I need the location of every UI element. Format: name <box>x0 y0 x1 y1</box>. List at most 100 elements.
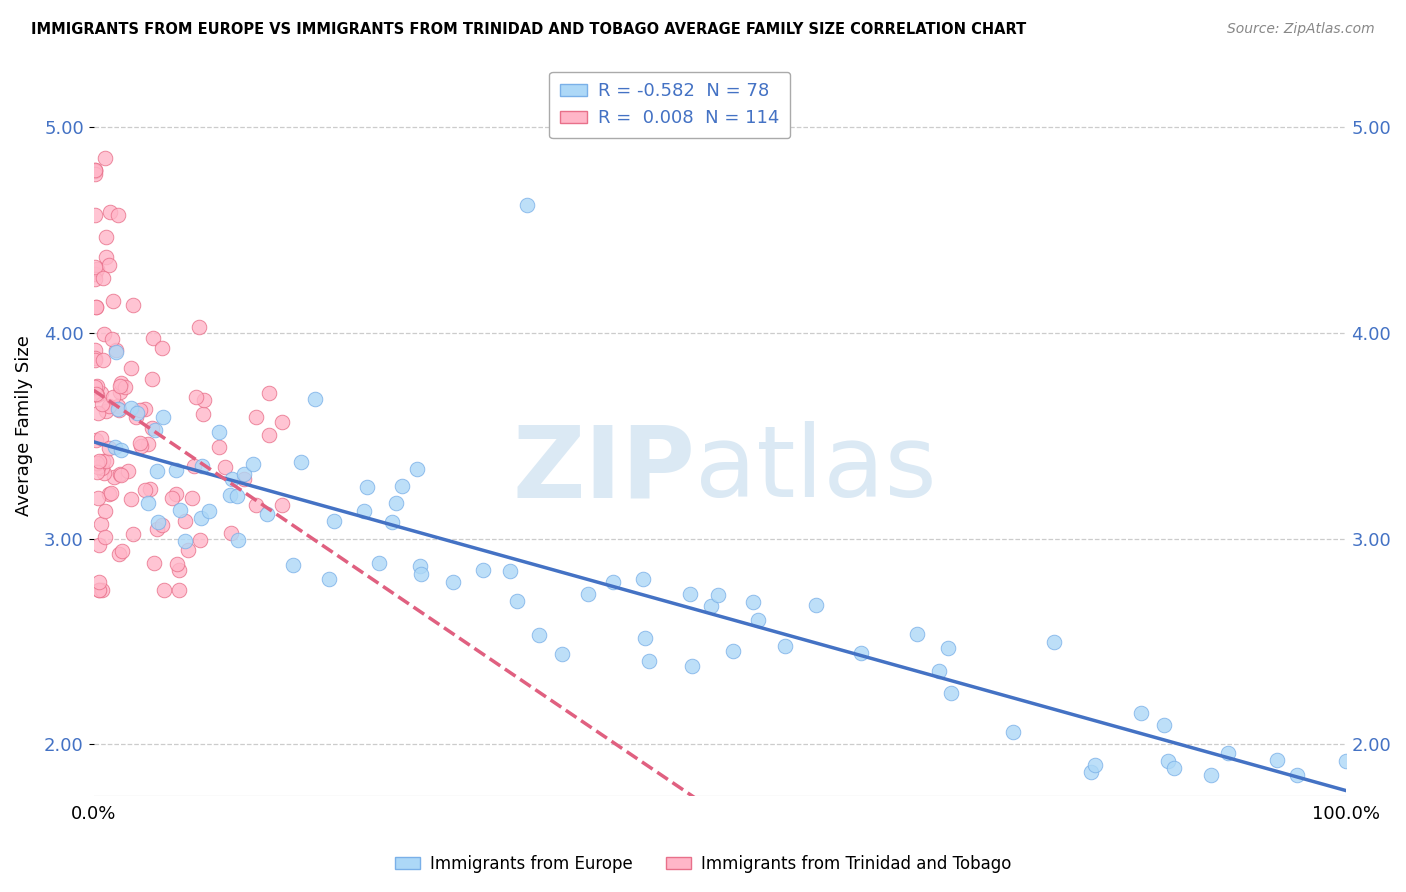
Point <box>700 599 723 613</box>
Point <box>129 436 152 450</box>
Point <box>1216 746 1239 760</box>
Point <box>353 503 375 517</box>
Point <box>120 401 142 415</box>
Point <box>167 582 190 597</box>
Point <box>928 664 950 678</box>
Point <box>86 388 108 402</box>
Point <box>152 582 174 597</box>
Point <box>101 332 124 346</box>
Point <box>87 454 110 468</box>
Point <box>142 556 165 570</box>
Point <box>93 466 115 480</box>
Point <box>441 575 464 590</box>
Point <box>141 371 163 385</box>
Point <box>409 566 432 581</box>
Point <box>1153 718 1175 732</box>
Point <box>91 582 114 597</box>
Point <box>193 407 215 421</box>
Text: ZIP: ZIP <box>512 421 695 518</box>
Point <box>1042 635 1064 649</box>
Point <box>270 498 292 512</box>
Point <box>256 508 278 522</box>
Point <box>516 198 538 212</box>
Point <box>86 456 108 470</box>
Point <box>706 588 728 602</box>
Point <box>90 461 112 475</box>
Point <box>281 558 304 572</box>
Point <box>257 385 280 400</box>
Point <box>318 572 340 586</box>
Point <box>221 473 243 487</box>
Point <box>384 496 406 510</box>
Point <box>226 489 249 503</box>
Point <box>84 300 107 314</box>
Point <box>110 443 132 458</box>
Point <box>93 326 115 341</box>
Point <box>103 470 125 484</box>
Legend: R = -0.582  N = 78, R =  0.008  N = 114: R = -0.582 N = 78, R = 0.008 N = 114 <box>550 71 790 138</box>
Point <box>1199 768 1222 782</box>
Point <box>183 458 205 473</box>
Point <box>193 392 215 407</box>
Point <box>356 480 378 494</box>
Point <box>323 514 346 528</box>
Point <box>86 460 108 475</box>
Point <box>391 479 413 493</box>
Point <box>100 486 122 500</box>
Point <box>290 455 312 469</box>
Point <box>169 503 191 517</box>
Point <box>165 463 187 477</box>
Point <box>198 504 221 518</box>
Point <box>97 441 120 455</box>
Point <box>529 628 551 642</box>
Point <box>136 496 159 510</box>
Point <box>232 472 254 486</box>
Point <box>233 467 256 482</box>
Point <box>101 390 124 404</box>
Point <box>129 439 152 453</box>
Point <box>86 262 108 277</box>
Point <box>1285 768 1308 782</box>
Point <box>87 491 110 505</box>
Point <box>108 385 131 400</box>
Legend: Immigrants from Europe, Immigrants from Trinidad and Tobago: Immigrants from Europe, Immigrants from … <box>388 848 1018 880</box>
Point <box>98 205 121 219</box>
Text: Source: ZipAtlas.com: Source: ZipAtlas.com <box>1227 22 1375 37</box>
Point <box>245 410 267 425</box>
Point <box>120 492 142 507</box>
Point <box>91 353 114 368</box>
Point <box>120 361 142 376</box>
Point <box>747 613 769 627</box>
Point <box>108 467 131 481</box>
Point <box>125 406 148 420</box>
Point <box>104 343 127 357</box>
Point <box>939 686 962 700</box>
Point <box>94 530 117 544</box>
Point <box>150 518 173 533</box>
Point <box>122 527 145 541</box>
Point <box>177 542 200 557</box>
Point <box>124 410 146 425</box>
Point <box>721 644 744 658</box>
Point <box>83 380 105 394</box>
Point <box>602 575 624 590</box>
Point <box>221 525 243 540</box>
Point <box>84 163 107 178</box>
Point <box>146 522 169 536</box>
Point <box>134 483 156 498</box>
Point <box>187 320 209 334</box>
Point <box>110 468 132 483</box>
Point <box>409 559 432 574</box>
Point <box>936 641 959 656</box>
Point <box>257 428 280 442</box>
Point <box>83 167 105 181</box>
Point <box>681 659 703 673</box>
Point <box>208 440 231 454</box>
Point <box>97 487 120 501</box>
Point <box>804 598 827 612</box>
Point <box>851 646 873 660</box>
Point <box>679 586 702 600</box>
Y-axis label: Average Family Size: Average Family Size <box>15 335 32 516</box>
Point <box>108 547 131 561</box>
Point <box>214 459 236 474</box>
